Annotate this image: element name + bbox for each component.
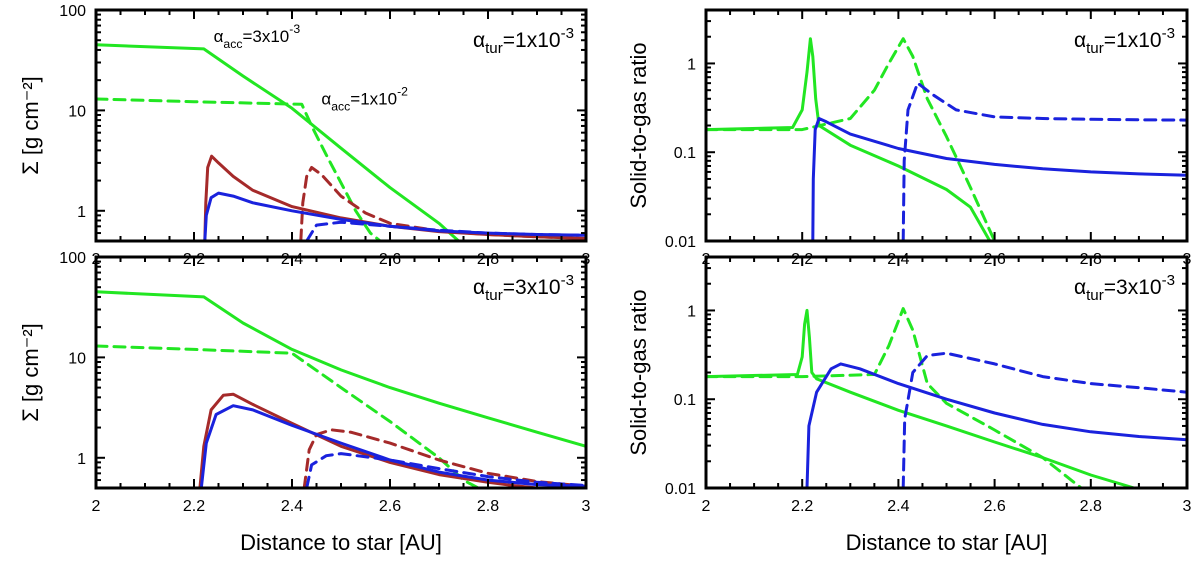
alpha-tur-label: αtur=1x10-3 [1074,25,1175,57]
y-tick-label: 0.01 [665,481,696,498]
series-line-blue-solid [805,362,1187,488]
series-line-green-solid [96,290,586,448]
series-line-blue-dashed [305,452,586,488]
x-tick-label: 2 [92,498,101,515]
series-line-green-solid [706,308,1136,488]
x-axis-title: Distance to star [AU] [240,530,442,555]
y-tick-label: 0.1 [674,392,696,409]
series-line-brown-dashed [299,166,586,241]
alpha-tur-label: αtur=3x10-3 [473,272,574,304]
x-tick-label: 3 [1183,498,1192,515]
y-tick-label: 1 [77,204,86,221]
x-tick-label: 2.8 [1080,498,1102,515]
panel-bottom-right: 2 2.2 2.4 2.6 2.8 3 0.01 0.1 1 Solid-to-gas ratio… [626,255,1192,555]
y-axis-title: Σ [g cm⁻²] [18,323,43,422]
y-tick-label: 1 [77,451,86,468]
y-tick-label: 10 [68,350,86,367]
series-line-blue-dashed [901,351,1187,488]
y-tick-label: 1 [687,56,696,73]
x-tick-label: 2.6 [379,498,401,515]
series-line-blue-solid [811,117,1187,241]
x-tick-label: 2.2 [791,498,813,515]
series-line-brown-dashed [302,428,586,488]
x-tick-label: 2.2 [183,498,205,515]
y-tick-label: 0.01 [665,234,696,251]
series-line-blue-solid [203,191,586,241]
series-group [706,307,1187,488]
y-tick-label: 0.1 [674,145,696,162]
y-tick-label: 100 [59,250,86,267]
series-line-green-dashed [706,307,1083,488]
series-group [96,43,586,241]
panel-bottom-left: 2 2.2 2.4 2.6 2.8 3 1 10 100 Σ [g cm⁻²] Distance t… [18,250,591,555]
series-group [96,290,586,488]
alpha-tur-label: αtur=1x10-3 [473,25,574,57]
y-axis-title: Solid-to-gas ratio [626,289,651,455]
series-group [706,37,1187,241]
x-tick-label: 2.4 [887,498,909,515]
alpha-acc-label: αacc=3x10-3 [214,22,301,51]
alpha-tur-label: αtur=3x10-3 [1074,272,1175,304]
x-axis-title: Distance to star [AU] [846,530,1048,555]
x-tick-label: 2.6 [983,498,1005,515]
x-tick-label: 2 [702,498,711,515]
y-tick-label: 10 [68,103,86,120]
series-line-green-dashed [96,97,382,241]
x-tick-label: 3 [582,498,591,515]
series-line-blue-dashed [305,220,586,241]
series-line-green-solid [96,43,461,241]
y-tick-label: 1 [687,303,696,320]
y-tick-label: 100 [59,3,86,20]
series-line-blue-dashed [901,81,1187,241]
x-tick-label: 2.8 [477,498,499,515]
y-axis-title: Σ [g cm⁻²] [18,76,43,175]
alpha-acc-label: αacc=1x10-2 [321,84,408,113]
y-axis-title: Solid-to-gas ratio [626,42,651,208]
series-line-green-solid [706,37,992,241]
series-line-blue-solid [199,404,586,488]
series-line-green-dashed [706,37,997,241]
x-tick-label: 2.4 [281,498,303,515]
